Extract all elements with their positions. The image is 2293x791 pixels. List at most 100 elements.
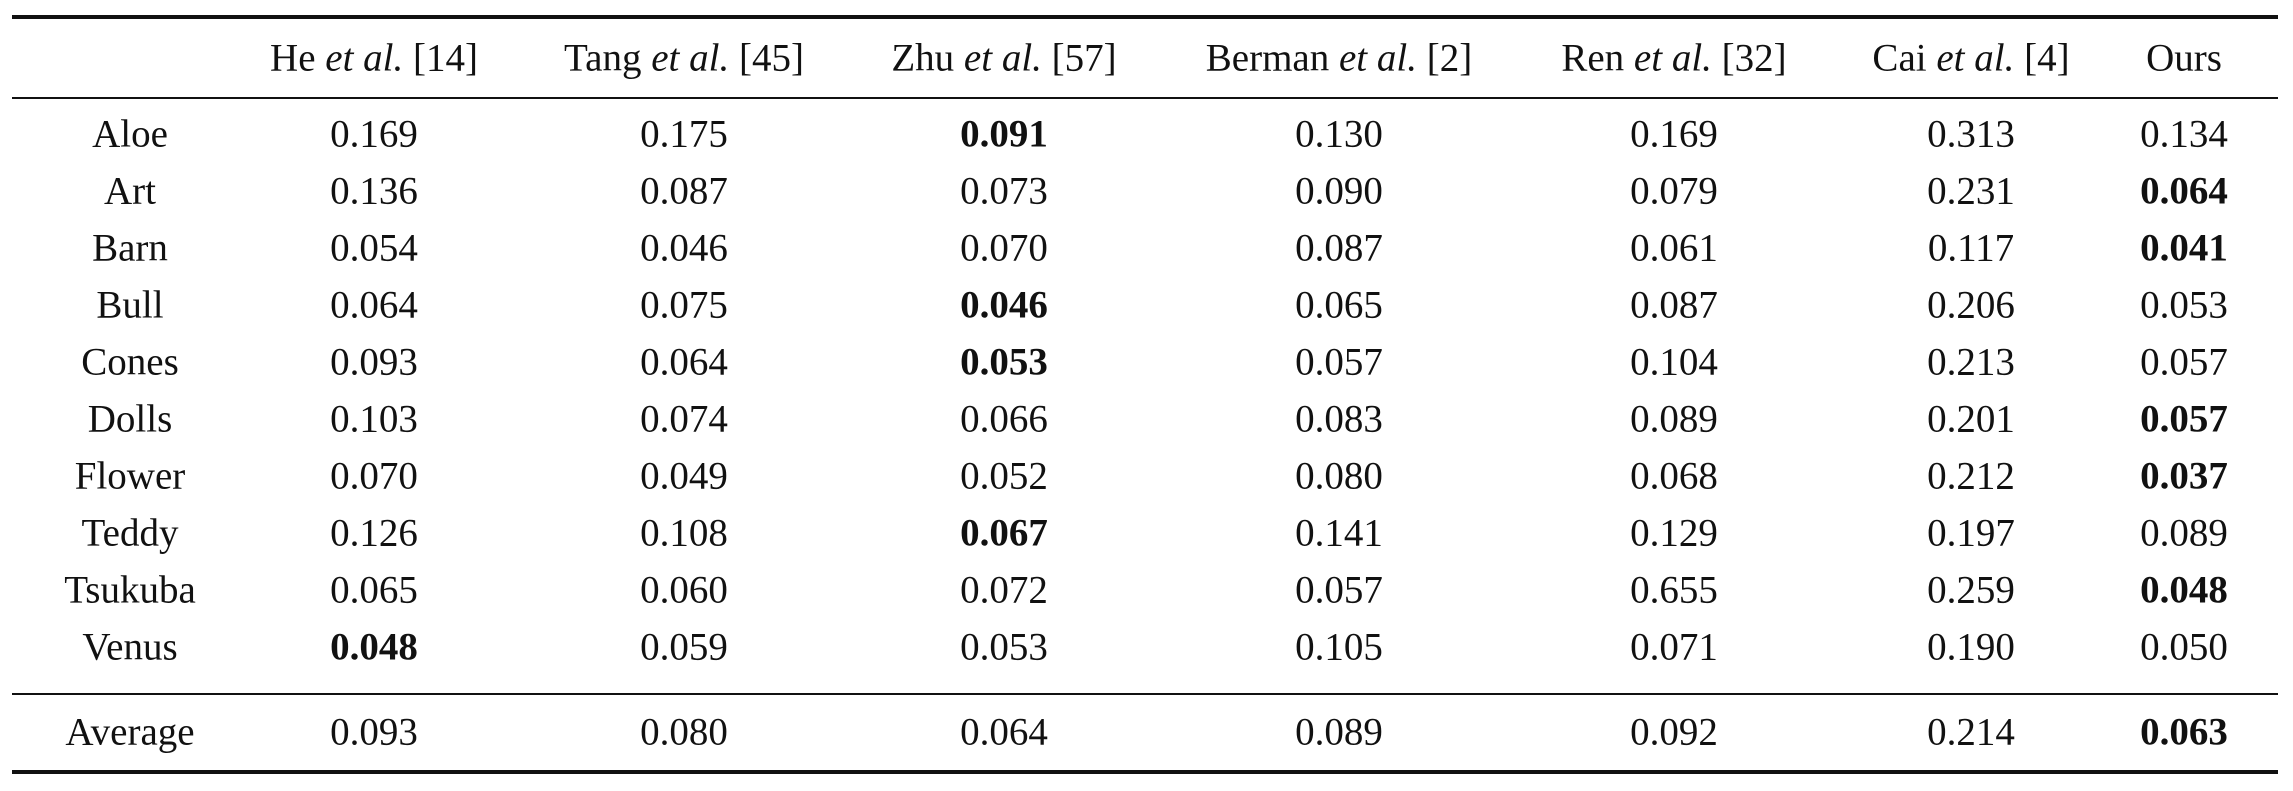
reference: [32] bbox=[1721, 36, 1787, 80]
value-cell: 0.087 bbox=[640, 169, 728, 213]
author: Cai bbox=[1872, 36, 1927, 80]
value-cell: 0.105 bbox=[1295, 625, 1383, 669]
value-cell: 0.063 bbox=[2140, 710, 2228, 754]
et-al: et al. bbox=[1936, 36, 2015, 80]
author: Zhu bbox=[891, 36, 955, 80]
value-cell: 0.104 bbox=[1630, 340, 1718, 384]
value-cell: 0.065 bbox=[330, 568, 418, 612]
value-cell: 0.141 bbox=[1295, 511, 1383, 555]
value-cell: 0.057 bbox=[2140, 340, 2228, 384]
footer-rule bbox=[12, 693, 2278, 695]
value-cell: 0.053 bbox=[960, 625, 1048, 669]
value-cell: 0.083 bbox=[1295, 397, 1383, 441]
row-label: Tsukuba bbox=[64, 568, 196, 612]
row-label: Barn bbox=[92, 226, 168, 270]
value-cell: 0.064 bbox=[330, 283, 418, 327]
value-cell: 0.072 bbox=[960, 568, 1048, 612]
value-cell: 0.093 bbox=[330, 340, 418, 384]
header-cell: He et al. [14] bbox=[270, 36, 478, 81]
et-al: et al. bbox=[651, 36, 730, 80]
header-cell: Ren et al. [32] bbox=[1561, 36, 1786, 81]
value-cell: 0.169 bbox=[1630, 112, 1718, 156]
value-cell: 0.071 bbox=[1630, 625, 1718, 669]
et-al: et al. bbox=[1339, 36, 1417, 80]
value-cell: 0.073 bbox=[960, 169, 1048, 213]
value-cell: 0.201 bbox=[1927, 397, 2015, 441]
value-cell: 0.214 bbox=[1927, 710, 2015, 754]
value-cell: 0.049 bbox=[640, 454, 728, 498]
et-al: et al. bbox=[963, 36, 1042, 80]
value-cell: 0.103 bbox=[330, 397, 418, 441]
top-rule bbox=[12, 15, 2278, 19]
value-cell: 0.089 bbox=[2140, 511, 2228, 555]
header-rule bbox=[12, 97, 2278, 99]
header-cell: Berman et al. [2] bbox=[1206, 36, 1472, 81]
row-label: Aloe bbox=[92, 112, 168, 156]
value-cell: 0.126 bbox=[330, 511, 418, 555]
value-cell: 0.117 bbox=[1927, 226, 2015, 270]
value-cell: 0.046 bbox=[640, 226, 728, 270]
reference: [14] bbox=[412, 36, 478, 80]
value-cell: 0.197 bbox=[1927, 511, 2015, 555]
author: Ren bbox=[1561, 36, 1625, 80]
et-al: et al. bbox=[325, 36, 404, 80]
value-cell: 0.048 bbox=[2140, 568, 2228, 612]
row-label: Dolls bbox=[87, 397, 173, 441]
value-cell: 0.064 bbox=[2140, 169, 2228, 213]
header-cell: Zhu et al. [57] bbox=[891, 36, 1116, 81]
header-cell: Ours bbox=[2146, 36, 2222, 81]
value-cell: 0.075 bbox=[640, 283, 728, 327]
value-cell: 0.190 bbox=[1927, 625, 2015, 669]
row-label: Teddy bbox=[81, 511, 179, 555]
header-cell: Tang et al. [45] bbox=[564, 36, 804, 81]
value-cell: 0.050 bbox=[2140, 625, 2228, 669]
value-cell: 0.066 bbox=[960, 397, 1048, 441]
value-cell: 0.093 bbox=[330, 710, 418, 754]
value-cell: 0.057 bbox=[1295, 568, 1383, 612]
row-label: Bull bbox=[96, 283, 164, 327]
value-cell: 0.052 bbox=[960, 454, 1048, 498]
row-label: Art bbox=[104, 169, 156, 213]
value-cell: 0.079 bbox=[1630, 169, 1718, 213]
row-label: Average bbox=[65, 710, 195, 754]
value-cell: 0.212 bbox=[1927, 454, 2015, 498]
value-cell: 0.068 bbox=[1630, 454, 1718, 498]
author: Berman bbox=[1205, 36, 1330, 80]
value-cell: 0.037 bbox=[2140, 454, 2228, 498]
header-cell: Cai et al. [4] bbox=[1872, 36, 2069, 81]
et-al: et al. bbox=[1633, 36, 1712, 80]
value-cell: 0.089 bbox=[1630, 397, 1718, 441]
value-cell: 0.090 bbox=[1295, 169, 1383, 213]
value-cell: 0.129 bbox=[1630, 511, 1718, 555]
row-label: Flower bbox=[74, 454, 186, 498]
value-cell: 0.061 bbox=[1630, 226, 1718, 270]
value-cell: 0.053 bbox=[2140, 283, 2228, 327]
reference: [2] bbox=[1426, 36, 1473, 80]
value-cell: 0.080 bbox=[1295, 454, 1383, 498]
value-cell: 0.313 bbox=[1927, 112, 2015, 156]
value-cell: 0.080 bbox=[640, 710, 728, 754]
value-cell: 0.054 bbox=[330, 226, 418, 270]
value-cell: 0.108 bbox=[640, 511, 728, 555]
author: He bbox=[270, 36, 316, 80]
value-cell: 0.092 bbox=[1630, 710, 1718, 754]
row-label: Venus bbox=[82, 625, 178, 669]
value-cell: 0.057 bbox=[1295, 340, 1383, 384]
value-cell: 0.169 bbox=[330, 112, 418, 156]
value-cell: 0.130 bbox=[1295, 112, 1383, 156]
author: Tang bbox=[564, 36, 642, 80]
reference: [57] bbox=[1051, 36, 1117, 80]
value-cell: 0.060 bbox=[640, 568, 728, 612]
value-cell: 0.048 bbox=[330, 625, 418, 669]
value-cell: 0.089 bbox=[1295, 710, 1383, 754]
reference: [4] bbox=[2024, 36, 2070, 80]
value-cell: 0.259 bbox=[1927, 568, 2015, 612]
value-cell: 0.206 bbox=[1927, 283, 2015, 327]
value-cell: 0.065 bbox=[1295, 283, 1383, 327]
value-cell: 0.064 bbox=[960, 710, 1048, 754]
value-cell: 0.067 bbox=[960, 511, 1048, 555]
value-cell: 0.046 bbox=[960, 283, 1048, 327]
value-cell: 0.231 bbox=[1927, 169, 2015, 213]
author: Ours bbox=[2146, 36, 2222, 80]
